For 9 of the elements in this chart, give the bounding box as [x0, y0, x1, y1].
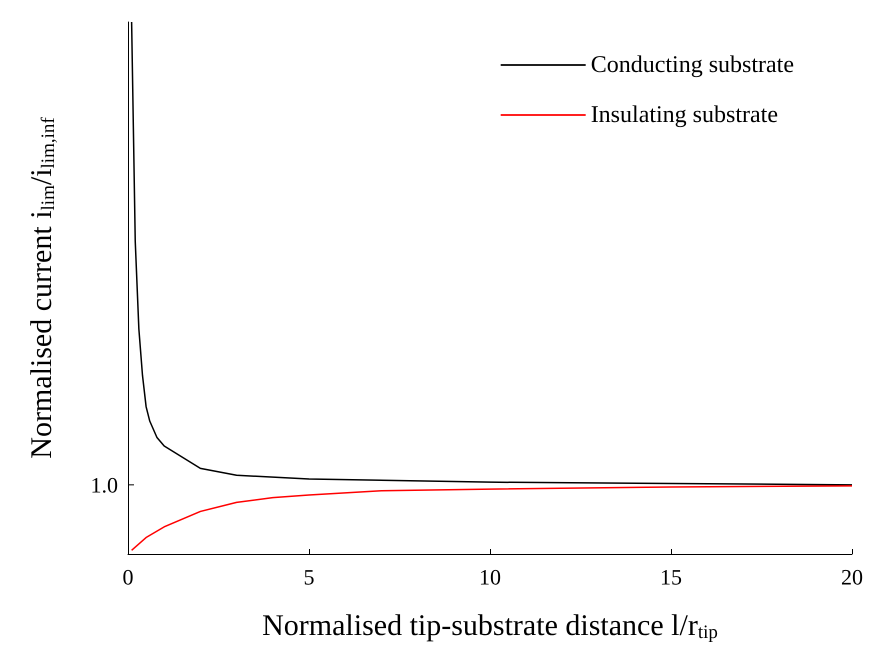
y-axis-title: Normalised current ilim/ilim,inf — [25, 116, 59, 459]
legend-label: Insulating substrate — [590, 102, 778, 128]
legend-label: Conducting substrate — [590, 52, 794, 78]
text: 1.0 — [90, 472, 118, 498]
x-tick-label: 10 — [479, 564, 501, 590]
x-tick-label: 0 — [122, 564, 134, 590]
x-tick-label: 20 — [841, 564, 863, 590]
x-tick-label: 5 — [304, 564, 314, 590]
x-tick-label: 15 — [660, 564, 682, 590]
